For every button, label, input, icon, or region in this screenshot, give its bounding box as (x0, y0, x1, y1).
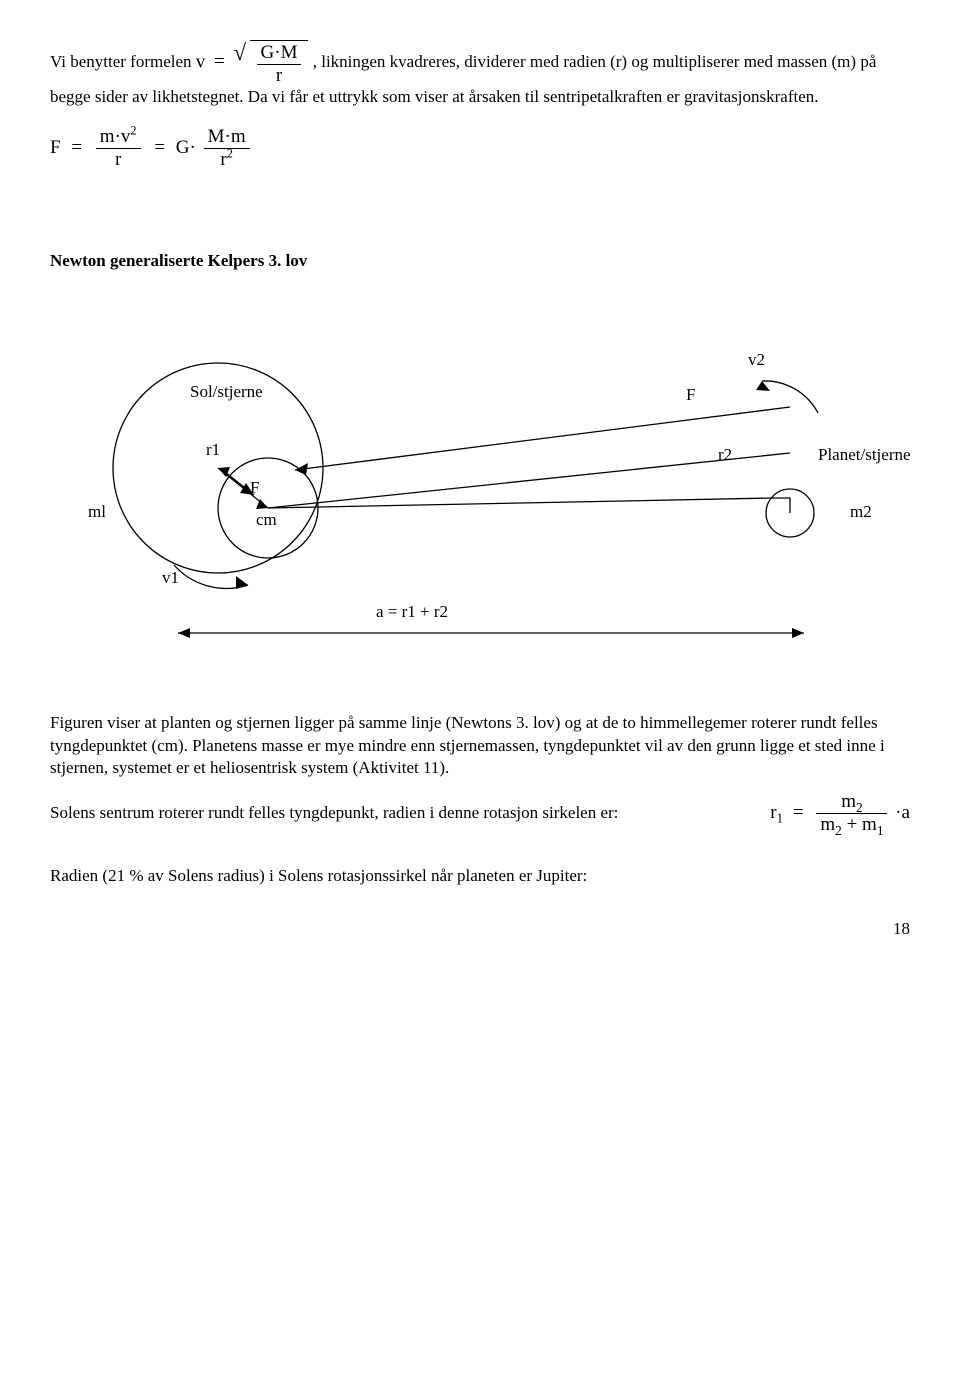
label-planet: Planet/stjerne (818, 445, 910, 464)
label-r1: r1 (206, 440, 220, 459)
label-cm: cm (256, 510, 277, 529)
eq-r1: r1 = m2 m2 + m1 ·a (770, 792, 910, 835)
p3-text: Solens sentrum roterer rundt felles tyng… (50, 802, 618, 825)
page-number: 18 (50, 918, 910, 941)
paragraph-4: Radien (21 % av Solens radius) i Solens … (50, 865, 910, 888)
label-a: a = r1 + r2 (376, 602, 448, 621)
paragraph-1: Vi benytter formelen v = √ G·M r , likni… (50, 40, 910, 109)
row-r1-eq: Solens sentrum roterer rundt felles tyng… (50, 792, 910, 835)
label-v1: v1 (162, 568, 179, 587)
label-F-right: F (686, 385, 695, 404)
label-m2: m2 (850, 502, 872, 521)
heading-kepler: Newton generaliserte Kelpers 3. lov (50, 250, 910, 273)
label-r2: r2 (718, 445, 732, 464)
label-v2: v2 (748, 350, 765, 369)
eq-v-sqrt: v = √ G·M r (196, 40, 309, 86)
p1-lead: Vi benytter formelen (50, 52, 196, 71)
eq-centripetal: F = m·v2 r = G· M·m r2 (50, 127, 910, 170)
label-F-left: F (250, 478, 259, 497)
radical-icon: √ (234, 38, 247, 69)
label-ml: ml (88, 502, 106, 521)
orbit-diagram: v2 Sol/stjerne F r1 r2 Planet/stjerne F … (50, 285, 910, 672)
label-sol: Sol/stjerne (190, 382, 263, 401)
paragraph-2: Figuren viser at planten og stjernen lig… (50, 712, 910, 781)
sqrt-wrapper: √ G·M r (236, 40, 309, 86)
